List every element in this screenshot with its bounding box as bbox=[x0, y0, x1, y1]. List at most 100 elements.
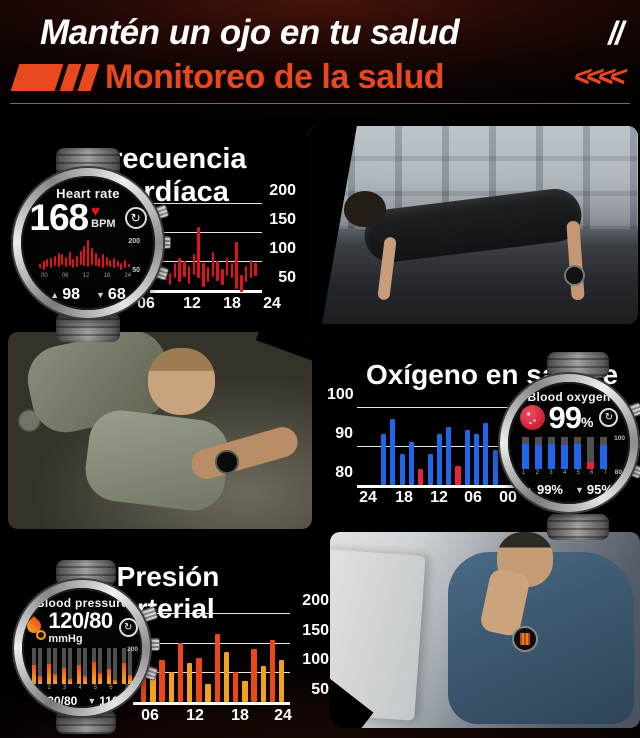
gridline bbox=[357, 485, 533, 488]
mini-bar bbox=[87, 240, 90, 268]
x-axis-label: 18 bbox=[231, 707, 249, 724]
subheader: Monitoreo de la salud <<<< bbox=[10, 58, 630, 97]
x-axis-label: 18 bbox=[223, 295, 241, 312]
gridline bbox=[150, 232, 262, 233]
subtitle: Monitoreo de la salud bbox=[105, 58, 444, 96]
chart-bar bbox=[187, 265, 191, 285]
chart-bar bbox=[233, 672, 239, 702]
chart-bar bbox=[196, 657, 202, 702]
chart-bar bbox=[455, 465, 461, 485]
heart-rate-value: 168 bbox=[29, 197, 89, 238]
mini-x-label: 06 bbox=[61, 273, 69, 279]
watch-screen: Blood oxygen 99 % ↻ 1 2 3 4 5 6 7 100 80 ▲ 99% … bbox=[508, 382, 630, 504]
chart-bar bbox=[254, 263, 257, 277]
mini-x-label: 5 bbox=[93, 685, 98, 691]
oxygen-mini-bar bbox=[522, 437, 529, 469]
chart-bar bbox=[206, 266, 210, 282]
blood-pressure-chart: 200 150 100 50 06 12 18 24 bbox=[133, 592, 333, 735]
chart-bar bbox=[269, 639, 276, 702]
y-axis-label: 150 bbox=[302, 621, 329, 639]
chart-bar bbox=[399, 453, 405, 485]
gridline bbox=[357, 446, 533, 447]
y-axis-label: 100 bbox=[302, 651, 329, 669]
mini-bar bbox=[42, 261, 45, 270]
bp-mini-bar bbox=[38, 648, 42, 684]
down-triangle-icon: ▼ bbox=[575, 484, 584, 495]
mini-bar bbox=[124, 260, 127, 269]
mini-x-label: 2 bbox=[535, 470, 539, 476]
y-axis-label: 200 bbox=[302, 592, 329, 609]
oxygen-mini-fill bbox=[600, 445, 607, 469]
photo-man-pushups bbox=[308, 126, 638, 324]
mini-bar bbox=[120, 262, 123, 270]
mini-chart-max-label: 200 bbox=[127, 646, 138, 653]
main-title: Mantén un ojo en tu salud bbox=[40, 13, 460, 52]
bp-mini-bar bbox=[83, 648, 87, 684]
blood-oxygen-chart: 100 90 80 24 18 12 06 00 bbox=[327, 385, 541, 515]
refresh-icon: ↻ bbox=[599, 408, 619, 427]
oxygen-mini-fill bbox=[548, 443, 555, 469]
photo-man-climbing bbox=[8, 332, 312, 529]
gridline bbox=[357, 407, 533, 408]
x-axis-label: 24 bbox=[274, 707, 292, 724]
y-axis-label: 100 bbox=[269, 240, 296, 257]
chart-bar bbox=[178, 257, 181, 282]
chart-bar bbox=[381, 434, 387, 485]
watch-bezel: Blood pressure 120/80 mmHg ↻ 1 2 3 4 5 6 7 200… bbox=[14, 580, 150, 716]
bp-mini-pair bbox=[47, 648, 57, 684]
y-axis-label: 100 bbox=[327, 386, 354, 403]
bp-mini-pair bbox=[92, 648, 102, 684]
x-axis-label: 12 bbox=[186, 707, 204, 724]
watch-bezel: Blood oxygen 99 % ↻ 1 2 3 4 5 6 7 100 80 ▲ 99% … bbox=[500, 374, 638, 512]
y-axis-label: 150 bbox=[269, 211, 296, 228]
watch-screen: Blood pressure 120/80 mmHg ↻ 1 2 3 4 5 6 7 200… bbox=[22, 588, 142, 708]
chevrons-icon: <<<< bbox=[570, 61, 627, 93]
blood-drop-icon bbox=[24, 616, 47, 640]
daily-stats: ▲ 98 ▼ 68 bbox=[50, 286, 125, 304]
header-divider bbox=[10, 103, 630, 104]
worn-smartwatch bbox=[214, 450, 239, 475]
bp-mini-fill bbox=[32, 664, 36, 684]
chart-bar bbox=[202, 263, 205, 287]
chart-bar bbox=[279, 660, 285, 702]
x-axis-label: 18 bbox=[395, 489, 413, 506]
mini-chart-x-labels: 1 2 3 4 5 6 7 bbox=[522, 470, 607, 476]
mini-bar bbox=[46, 259, 49, 268]
y-axis-label: 50 bbox=[278, 269, 296, 286]
chart-bar bbox=[242, 681, 248, 702]
daily-stats: ▲ 99% ▼ 95% bbox=[525, 482, 613, 497]
chart-bar bbox=[211, 251, 215, 278]
mini-bar bbox=[101, 254, 104, 269]
mini-x-label: 3 bbox=[549, 470, 553, 476]
watch-screen-title: Heart rate bbox=[56, 186, 120, 201]
mini-bar bbox=[68, 251, 71, 267]
chart-bar bbox=[483, 422, 489, 485]
blood-pressure-value: 120/80 bbox=[48, 608, 113, 633]
x-axis-label: 12 bbox=[183, 295, 201, 312]
oxygen-mini-bar bbox=[561, 437, 568, 469]
oxygen-mini-bar bbox=[535, 437, 542, 469]
mini-x-label: 24 bbox=[124, 273, 131, 279]
bp-mini-fill bbox=[128, 674, 132, 684]
chart-bar bbox=[390, 418, 396, 485]
watch-screen-title: Blood oxygen bbox=[527, 390, 611, 404]
gridline bbox=[150, 290, 262, 293]
blood-oxygen-value: 99 bbox=[548, 400, 582, 435]
oxygen-mini-fill bbox=[561, 445, 568, 469]
chart-bar bbox=[249, 259, 253, 279]
bp-mini-pair bbox=[107, 648, 117, 684]
daily-max-value: 98 bbox=[62, 286, 80, 303]
y-axis-label: 80 bbox=[335, 464, 353, 481]
mini-x-label: 00 bbox=[41, 273, 48, 279]
chart-bar bbox=[474, 434, 480, 485]
gridline bbox=[133, 702, 290, 705]
bp-mini-bar bbox=[77, 648, 81, 684]
accent-blocks-icon bbox=[10, 64, 100, 91]
x-axis-label: 06 bbox=[137, 295, 155, 312]
bp-mini-fill bbox=[77, 665, 81, 684]
watch-mini-chart: 200 50 00 06 12 18 24 bbox=[39, 238, 140, 285]
chart-bar bbox=[408, 442, 415, 485]
x-axis-label: 24 bbox=[263, 295, 281, 312]
mini-bar bbox=[94, 253, 97, 267]
watch-screen: Heart rate 168 ♥ BPM ↻ 200 50 00 06 12 18 24 bbox=[21, 176, 155, 310]
